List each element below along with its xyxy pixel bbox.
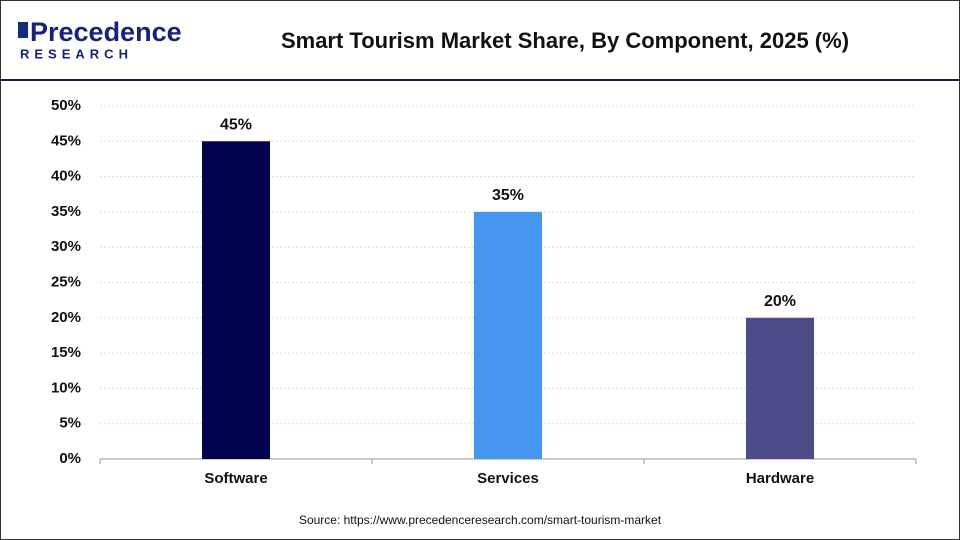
logo-sub: RESEARCH — [20, 46, 133, 61]
value-label: 45% — [220, 117, 252, 134]
y-tick-label: 5% — [59, 415, 81, 432]
y-tick-label: 25% — [51, 273, 81, 290]
source: Source: https://www.precedenceresearch.c… — [299, 513, 662, 527]
y-tick-label: 50% — [51, 97, 81, 114]
y-tick-label: 35% — [51, 203, 81, 220]
y-tick-label: 15% — [51, 344, 81, 361]
chart-title: Smart Tourism Market Share, By Component… — [281, 28, 849, 53]
logo-name: Precedence — [30, 17, 182, 47]
x-tick-label: Software — [204, 470, 267, 487]
value-label: 20% — [764, 293, 796, 310]
value-label: 35% — [492, 187, 524, 204]
y-tick-label: 30% — [51, 238, 81, 255]
logo-icon — [18, 22, 28, 38]
bar — [746, 317, 814, 459]
bar — [474, 211, 542, 459]
y-tick-label: 10% — [51, 379, 81, 396]
y-tick-label: 20% — [51, 309, 81, 326]
x-tick-label: Services — [477, 470, 539, 487]
bar — [202, 141, 270, 460]
x-tick-label: Hardware — [746, 470, 814, 487]
y-tick-label: 0% — [59, 450, 81, 467]
y-tick-label: 40% — [51, 168, 81, 185]
y-tick-label: 45% — [51, 132, 81, 149]
